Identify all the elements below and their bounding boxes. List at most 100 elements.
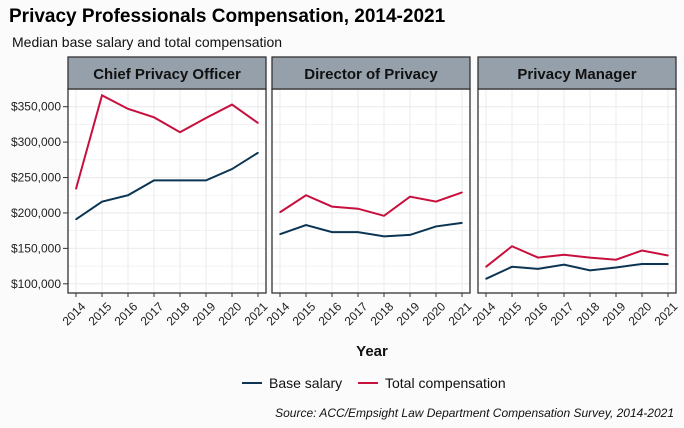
data-point bbox=[383, 235, 385, 238]
y-tick-label: $300,000 bbox=[11, 135, 61, 149]
data-point bbox=[409, 234, 411, 236]
data-point bbox=[153, 179, 155, 182]
data-point bbox=[357, 231, 359, 233]
data-point bbox=[563, 263, 565, 266]
x-tick-label: 2014 bbox=[264, 299, 293, 328]
x-tick-label: 2016 bbox=[316, 299, 345, 328]
data-point bbox=[589, 269, 591, 272]
series-line-base-salary bbox=[485, 262, 668, 280]
facet-label: Director of Privacy bbox=[304, 66, 438, 83]
x-tick-label: 2014 bbox=[60, 299, 89, 328]
data-point bbox=[615, 266, 617, 269]
x-tick-label: 2021 bbox=[652, 299, 681, 328]
x-tick-label: 2016 bbox=[522, 299, 551, 328]
data-point bbox=[409, 195, 411, 198]
data-point bbox=[589, 256, 591, 259]
data-point bbox=[615, 258, 617, 261]
data-point bbox=[461, 222, 463, 224]
x-tick-label: 2021 bbox=[242, 299, 271, 328]
legend-item: Base salary bbox=[242, 375, 342, 391]
data-point bbox=[357, 207, 359, 210]
legend-label: Base salary bbox=[269, 375, 342, 391]
x-tick-label: 2015 bbox=[86, 299, 115, 328]
x-tick-label: 2018 bbox=[574, 299, 603, 328]
data-point bbox=[537, 268, 539, 270]
x-tick-label: 2017 bbox=[342, 299, 371, 328]
x-axis-title: Year bbox=[356, 343, 388, 360]
x-tick-label: 2018 bbox=[368, 299, 397, 328]
x-tick-label: 2020 bbox=[216, 299, 245, 328]
x-tick-label: 2016 bbox=[112, 299, 141, 328]
x-tick-label: 2017 bbox=[138, 299, 167, 328]
data-point bbox=[205, 117, 207, 119]
data-point bbox=[331, 205, 333, 208]
data-point bbox=[667, 254, 669, 257]
data-point bbox=[231, 103, 233, 106]
facet-label: Privacy Manager bbox=[517, 66, 636, 83]
x-tick-label: 2020 bbox=[626, 299, 655, 328]
series-line-total-compensation bbox=[75, 93, 259, 190]
series-line-total-compensation bbox=[485, 245, 669, 268]
data-point bbox=[667, 263, 669, 265]
data-point bbox=[305, 194, 307, 197]
chart-subtitle: Median base salary and total compensatio… bbox=[12, 34, 283, 50]
panel-background bbox=[478, 89, 676, 293]
data-point bbox=[641, 249, 643, 252]
data-point bbox=[461, 191, 463, 194]
series-line-base-salary bbox=[75, 151, 259, 221]
data-point bbox=[563, 253, 565, 256]
data-point bbox=[537, 256, 539, 259]
facet-strip bbox=[477, 56, 677, 90]
chart-title: Privacy Professionals Compensation, 2014… bbox=[9, 6, 446, 27]
panel-background bbox=[272, 89, 470, 293]
data-point bbox=[383, 214, 385, 217]
data-point bbox=[179, 131, 181, 134]
data-point bbox=[257, 151, 259, 154]
facet-strip bbox=[271, 56, 471, 90]
series-line-total-compensation bbox=[279, 191, 463, 217]
panel-background bbox=[68, 89, 266, 293]
chart-caption: Source: ACC/Empsight Law Department Comp… bbox=[275, 406, 674, 420]
data-point bbox=[75, 188, 77, 190]
data-point bbox=[485, 278, 487, 280]
x-tick-label: 2019 bbox=[394, 299, 423, 328]
x-tick-label: 2014 bbox=[470, 299, 499, 328]
y-tick-label: $250,000 bbox=[11, 171, 61, 185]
data-point bbox=[511, 245, 513, 248]
data-point bbox=[435, 225, 437, 228]
x-tick-label: 2015 bbox=[290, 299, 319, 328]
data-point bbox=[127, 108, 129, 110]
facet-label: Chief Privacy Officer bbox=[93, 66, 241, 83]
data-point bbox=[179, 179, 181, 182]
data-point bbox=[257, 122, 259, 124]
x-tick-label: 2020 bbox=[420, 299, 449, 328]
data-point bbox=[205, 179, 207, 182]
data-point bbox=[331, 231, 333, 233]
legend-item: Total compensation bbox=[358, 375, 506, 391]
data-point bbox=[153, 116, 155, 119]
series-line-base-salary bbox=[279, 221, 463, 238]
data-point bbox=[641, 263, 643, 265]
x-tick-label: 2015 bbox=[496, 299, 525, 328]
legend-label: Total compensation bbox=[385, 375, 506, 391]
x-tick-label: 2018 bbox=[164, 299, 193, 328]
data-point bbox=[127, 194, 129, 197]
y-tick-label: $200,000 bbox=[11, 206, 61, 220]
y-tick-label: $150,000 bbox=[11, 241, 61, 255]
facet-strip bbox=[67, 56, 267, 90]
data-point bbox=[101, 94, 103, 97]
data-point bbox=[485, 265, 487, 268]
data-point bbox=[75, 218, 77, 221]
x-tick-label: 2021 bbox=[446, 299, 475, 328]
y-tick-label: $100,000 bbox=[11, 277, 61, 291]
data-point bbox=[231, 168, 233, 170]
x-tick-label: 2019 bbox=[190, 299, 219, 328]
x-tick-label: 2017 bbox=[548, 299, 577, 328]
data-point bbox=[435, 200, 437, 203]
data-point bbox=[511, 265, 513, 268]
